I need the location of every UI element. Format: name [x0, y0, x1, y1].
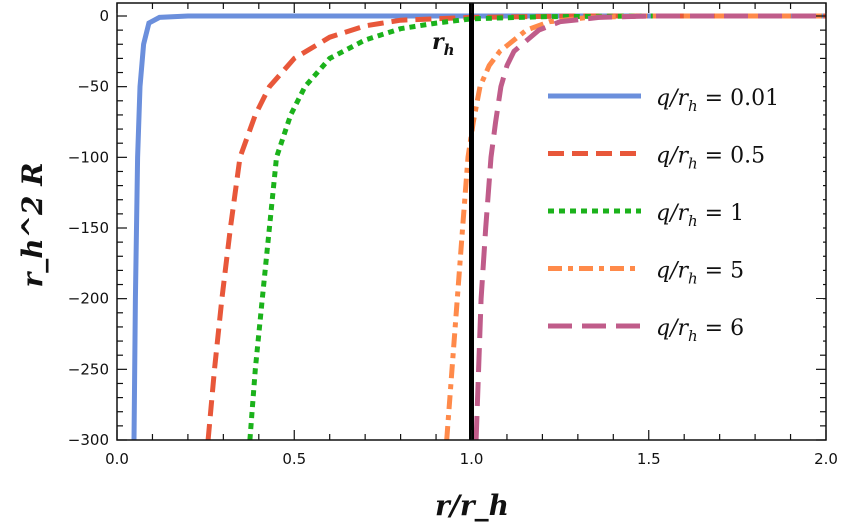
- series-line-4: [473, 13, 826, 440]
- horizon-label: rh: [432, 29, 455, 59]
- axis-ticks: 0.0 0.5 1.0 1.5 2.0 0 −50 −100 −150 −200 −250 −300: [68, 3, 838, 468]
- x-tick-label: 1.5: [637, 450, 661, 468]
- legend-label-4: q/rh = 6: [656, 316, 744, 345]
- y-axis-label: r_h^2 R: [16, 162, 49, 287]
- y-tick-label: −50: [77, 78, 109, 96]
- curves: [131, 13, 826, 440]
- x-tick-label: 1.0: [460, 450, 484, 468]
- legend-bg: [543, 69, 823, 117]
- x-tick-label: 0.5: [282, 450, 306, 468]
- y-tick-label: −250: [68, 360, 109, 378]
- y-tick-label: −150: [68, 219, 109, 237]
- y-tick-label: −100: [68, 148, 109, 166]
- legend-bg: [543, 126, 823, 175]
- y-tick-label: −300: [68, 431, 109, 449]
- series-line-3: [444, 13, 826, 440]
- legend-label-3: q/rh = 5: [656, 259, 744, 288]
- y-tick-label: 0: [99, 7, 109, 25]
- series-line-1: [205, 13, 826, 440]
- y-tick-label: −200: [68, 290, 109, 308]
- x-tick-label: 0.0: [105, 450, 129, 468]
- legend-bg: [543, 299, 823, 347]
- plot-frame: [116, 2, 827, 441]
- legend-label-1: q/rh = 0.5: [656, 144, 765, 173]
- series-line-2: [247, 13, 826, 440]
- legend-bg: [543, 241, 823, 290]
- x-axis-label: r/r_h: [435, 489, 509, 522]
- legend: q/rh = 0.01 q/rh = 0.5 q/rh = 1 q/rh = 5 q/r…: [543, 69, 823, 347]
- x-tick-label: 2.0: [814, 450, 838, 468]
- legend-label-2: q/rh = 1: [656, 201, 744, 230]
- legend-label-0: q/rh = 0.01: [656, 86, 779, 115]
- series-line-0: [131, 13, 826, 440]
- legend-bg: [543, 184, 823, 232]
